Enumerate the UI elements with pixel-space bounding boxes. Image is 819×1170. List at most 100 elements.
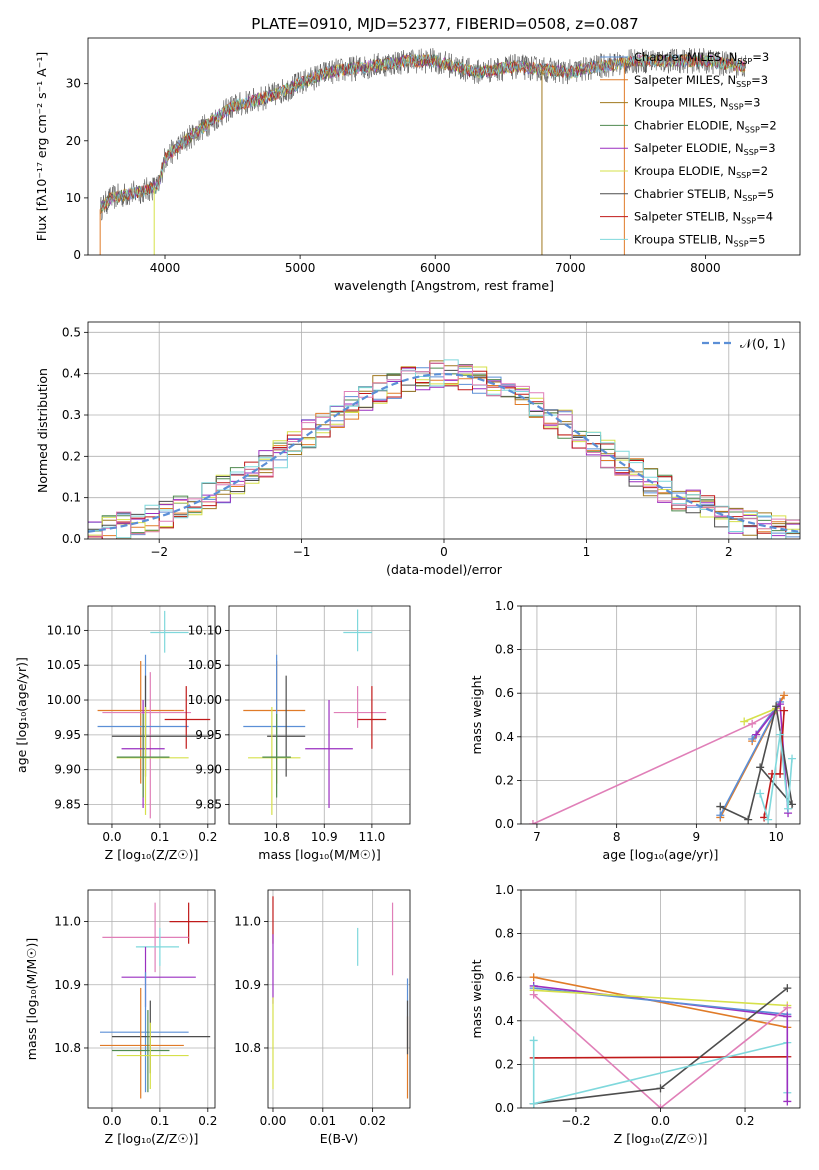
plot-area-massweight_vs_Z (521, 890, 800, 1108)
figure-title: PLATE=0910, MJD=52377, FIBERID=0508, z=0… (251, 15, 638, 33)
axes-frame (87, 889, 216, 1109)
legend-label: 𝒩(0, 1) (740, 336, 786, 351)
x-tick-label: 0.00 (260, 1114, 287, 1128)
x-tick-label: 1 (583, 545, 591, 559)
massweight-marker (783, 1097, 792, 1106)
massweight-marker (764, 815, 773, 824)
y-tick-label: 0.4 (62, 367, 81, 381)
panel-age_vs_Z: 0.0 0.1 0.2 9.85 9.90 9.95 10.00 10.05 10.10 Z [l… (14, 605, 217, 862)
massweight-marker (780, 706, 789, 715)
massweight-marker (716, 802, 725, 811)
massweight-marker (783, 1003, 792, 1012)
panel-age_vs_mass: 10.8 10.9 11.0 9.85 9.90 9.95 10.00 10.05 10.10 m… (188, 605, 411, 862)
legend-value: =3 (744, 96, 761, 110)
spectrum-model-line (100, 53, 746, 215)
massweight-line (743, 707, 777, 723)
histogram-step-line (88, 362, 800, 537)
y-tick-label: 0.0 (495, 1101, 514, 1115)
x-tick-label: 0.1 (150, 1114, 169, 1128)
errorbar-point (243, 661, 306, 784)
x-tick-label: −2 (150, 545, 168, 559)
y-tick-label: 9.95 (54, 728, 81, 742)
x-axis-label: wavelength [Angstrom, rest frame] (334, 278, 554, 293)
massweight-marker (744, 815, 753, 824)
massweight-marker (716, 811, 725, 820)
errorbar-point (164, 686, 211, 749)
y-tick-label: 1.0 (495, 599, 514, 613)
x-tick-label: −0.2 (561, 1114, 590, 1128)
legend-label: Salpeter STELIB, NSSP=4 (634, 210, 773, 226)
massweight-marker (529, 990, 538, 999)
x-axis-label: (data-model)/error (386, 562, 503, 577)
legend-label: Salpeter ELODIE, NSSP=3 (634, 141, 776, 157)
x-axis-label: Z [log₁₀(Z/Z☉)] (614, 1131, 708, 1146)
axes-frame (87, 37, 801, 256)
x-tick-label: 0 (440, 545, 448, 559)
x-tick-label: 0.01 (309, 1114, 336, 1128)
massweight-marker (776, 730, 785, 739)
x-axis-label: age [log₁₀(age/yr)] (603, 847, 719, 862)
x-tick-label: 0.0 (651, 1114, 670, 1128)
y-tick-label: 10.00 (188, 693, 222, 707)
y-tick-label: 1.0 (495, 883, 514, 897)
x-axis-label: Z [log₁₀(Z/Z☉)] (105, 847, 199, 862)
x-tick-label: 6000 (420, 261, 451, 275)
y-axis-label: mass weight (469, 675, 484, 754)
errorbar-point (116, 1022, 189, 1090)
legend-subscript: SSP (745, 125, 760, 134)
gaussian-curve (88, 372, 800, 533)
legend-subscript: SSP (734, 239, 749, 248)
x-tick-label: 8 (613, 830, 621, 844)
spectrum-model-line (100, 53, 746, 212)
y-tick-label: 0.2 (495, 773, 514, 787)
y-tick-label: 10.05 (47, 658, 81, 672)
y-tick-label: 0.2 (62, 449, 81, 463)
y-tick-label: 11.0 (54, 915, 81, 929)
axes-frame (520, 889, 801, 1109)
y-tick-label: 10.8 (54, 1041, 81, 1055)
massweight-marker (528, 820, 537, 824)
legend-label: Chabrier ELODIE, NSSP=2 (634, 118, 777, 134)
massweight-marker (788, 754, 797, 763)
axes-frame (228, 605, 411, 825)
legend-value: =3 (759, 141, 776, 155)
panel-mass_vs_Z: 0.0 0.1 0.2 10.8 10.9 11.0 Z [log₁₀(Z/Z☉)] mass… (24, 889, 217, 1146)
plot-area-mass_vs_EBV (268, 890, 410, 1108)
errorbar-point (116, 706, 189, 815)
y-tick-label: 0.0 (62, 532, 81, 546)
y-axis-label: age [log₁₀(age/yr)] (14, 657, 29, 773)
x-tick-label: 7 (533, 830, 541, 844)
plot-area-spectrum (99, 47, 747, 255)
errorbar-point (102, 902, 189, 973)
y-tick-label: 0.8 (495, 643, 514, 657)
massweight-marker (783, 1012, 792, 1021)
y-tick-label: 0.6 (495, 686, 514, 700)
panel-residuals: −2 −1 0 1 2 0.0 0.1 0.2 0.3 0.4 0.5 (data-model)/er… (35, 321, 801, 577)
x-tick-label: 5000 (285, 261, 316, 275)
x-tick-label: 9 (693, 830, 701, 844)
legend-label: Kroupa STELIB, NSSP=5 (634, 232, 765, 248)
legend-subscript: SSP (741, 217, 756, 226)
x-tick-label: 10.8 (263, 830, 290, 844)
x-tick-label: 0.0 (102, 830, 121, 844)
x-axis-label: E(B-V) (320, 1131, 359, 1146)
legend-subscript: SSP (737, 57, 752, 66)
x-tick-label: 0.2 (735, 1114, 754, 1128)
x-tick-label: 0.2 (198, 1114, 217, 1128)
legend-label: Kroupa ELODIE, NSSP=2 (634, 164, 768, 180)
plot-area-residuals (88, 322, 800, 539)
errorbar-point (150, 610, 189, 653)
legend-value: =4 (756, 210, 773, 224)
axes-frame (520, 605, 801, 825)
y-tick-label: 0.0 (495, 817, 514, 831)
x-tick-label: 0.02 (359, 1114, 386, 1128)
legend-label: Chabrier STELIB, NSSP=5 (634, 187, 774, 203)
panel-massweight_vs_age: 7 8 9 10 0.0 0.2 0.4 0.6 0.8 1.0 age [log₁₀(age/yr… (469, 599, 801, 862)
massweight-marker (780, 691, 789, 700)
massweight-marker (529, 973, 538, 982)
legend-label: Kroupa MILES, NSSP=3 (634, 96, 760, 112)
x-tick-label: 0.2 (198, 830, 217, 844)
panel-spectrum: 4000 5000 6000 7000 8000 0 10 20 30 wavelength [A… (34, 37, 801, 293)
massweight-line (533, 994, 788, 1108)
massweight-marker (656, 1104, 665, 1108)
